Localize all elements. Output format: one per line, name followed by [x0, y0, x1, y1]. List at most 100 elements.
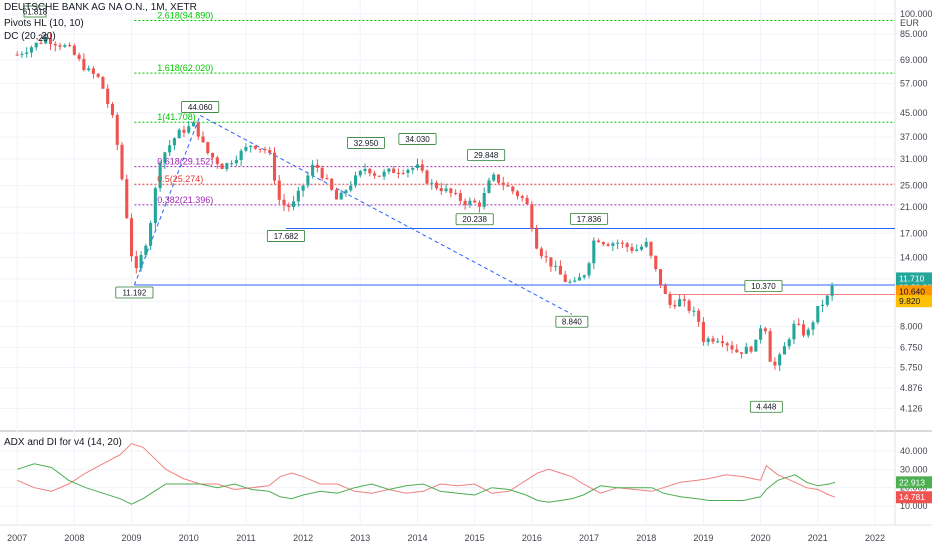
- time-tick-label: 2019: [693, 533, 713, 543]
- candle-body: [396, 172, 400, 174]
- candle-body: [549, 257, 553, 267]
- candle-body: [554, 265, 558, 267]
- candle-body: [101, 76, 105, 89]
- candle-body: [215, 157, 219, 164]
- pivot-label: 10.370: [751, 282, 776, 291]
- price-tick-label: 14.000: [900, 252, 928, 262]
- time-tick-label: 2010: [179, 533, 199, 543]
- candle-body: [720, 341, 725, 344]
- pivot-label: 34.030: [405, 135, 430, 144]
- fib-level-label: 1(41.708): [157, 112, 196, 122]
- candle-body: [482, 192, 486, 207]
- pivot-label-box: [555, 315, 589, 328]
- time-tick-label: 2017: [579, 533, 599, 543]
- pivot-label: 8.840: [562, 318, 583, 327]
- price-tick-label: 45.000: [900, 108, 928, 118]
- candle-body: [196, 122, 200, 137]
- price-badge-label: 9.820: [899, 296, 921, 306]
- candle-body: [573, 280, 577, 282]
- currency-label: EUR: [900, 18, 920, 28]
- candle-body: [277, 180, 281, 200]
- candle-body: [96, 73, 100, 77]
- candle-body: [163, 152, 167, 163]
- candle-body: [506, 185, 510, 187]
- candle-body: [511, 186, 515, 192]
- candle-body: [749, 346, 753, 352]
- candle-body: [692, 310, 696, 312]
- candle-body: [601, 242, 605, 245]
- candle-body: [91, 68, 95, 74]
- candle-body: [558, 265, 562, 275]
- candle-body: [153, 188, 157, 224]
- candle-body: [125, 179, 129, 219]
- pivot-label-box: [744, 280, 783, 292]
- candle-body: [20, 53, 24, 55]
- pivot-label-box: [467, 149, 506, 162]
- candle-body: [816, 305, 820, 323]
- pivot-label: 61.818: [23, 8, 48, 17]
- candle-body: [187, 126, 191, 133]
- candle-body: [292, 201, 296, 208]
- pivot-label: 17.836: [577, 215, 602, 224]
- candle-body: [211, 153, 215, 158]
- time-tick-label: 2018: [636, 533, 656, 543]
- trend-line: [199, 115, 573, 315]
- price-tick-label: 4.876: [900, 383, 923, 393]
- candle-body: [568, 281, 572, 283]
- candle-body: [611, 243, 615, 246]
- price-tick-label: 69.000: [900, 55, 928, 65]
- candle-body: [72, 45, 76, 55]
- candle-body: [301, 185, 305, 191]
- pivot-label-box: [23, 5, 47, 18]
- candle-body: [373, 173, 377, 176]
- candle-body: [306, 175, 310, 186]
- pivots-indicator-title: Pivots HL (10, 10): [4, 18, 84, 29]
- candle-body: [244, 146, 248, 151]
- candle-body: [516, 191, 520, 197]
- candle-body: [168, 145, 172, 153]
- candle-body: [735, 349, 739, 353]
- candle-body: [358, 170, 362, 176]
- candle-body: [68, 45, 72, 47]
- time-tick-label: 2016: [522, 533, 542, 543]
- time-tick-label: 2009: [122, 533, 142, 543]
- candle-body: [29, 47, 34, 53]
- price-tick-label: 57.000: [900, 79, 928, 89]
- pivot-label-box: [347, 137, 386, 149]
- candle-body: [230, 163, 234, 165]
- pivot-label: 20.238: [462, 215, 487, 224]
- candle-body: [392, 168, 396, 173]
- time-tick-label: 2011: [236, 533, 255, 543]
- candle-body: [268, 150, 272, 153]
- candle-body: [139, 255, 143, 269]
- candle-body: [577, 277, 582, 281]
- candle-body: [697, 310, 701, 322]
- fib-level-label: 0.5(25.274): [157, 174, 203, 184]
- candle-body: [773, 361, 777, 366]
- time-tick-label: 2007: [7, 533, 27, 543]
- indicator-badge-label: 14.781: [899, 492, 925, 502]
- candle-body: [191, 122, 196, 127]
- price-tick-label: 17.000: [900, 228, 928, 238]
- pivot-label: 17.682: [274, 232, 299, 241]
- candle-body: [149, 223, 153, 246]
- indicator-tick-label: 10.000: [900, 501, 928, 511]
- candle-body: [15, 54, 19, 56]
- candle-body: [220, 163, 224, 170]
- candle-body: [754, 339, 758, 352]
- indicator-badge: [896, 491, 932, 504]
- price-tick-label: 6.750: [900, 343, 923, 353]
- symbol-title: DEUTSCHE BANK AG NA O.N., 1M, XETR: [4, 2, 197, 13]
- candle-body: [616, 242, 620, 244]
- candle-body: [620, 242, 624, 244]
- candle-body: [563, 274, 567, 282]
- candle-body: [644, 241, 648, 247]
- pivot-label: 11.192: [122, 289, 146, 298]
- candle-body: [325, 178, 329, 180]
- candle-body: [34, 42, 38, 48]
- pivot-label-box: [749, 400, 783, 413]
- candle-body: [430, 182, 434, 184]
- candle-body: [477, 202, 481, 207]
- time-tick-label: 2022: [865, 533, 885, 543]
